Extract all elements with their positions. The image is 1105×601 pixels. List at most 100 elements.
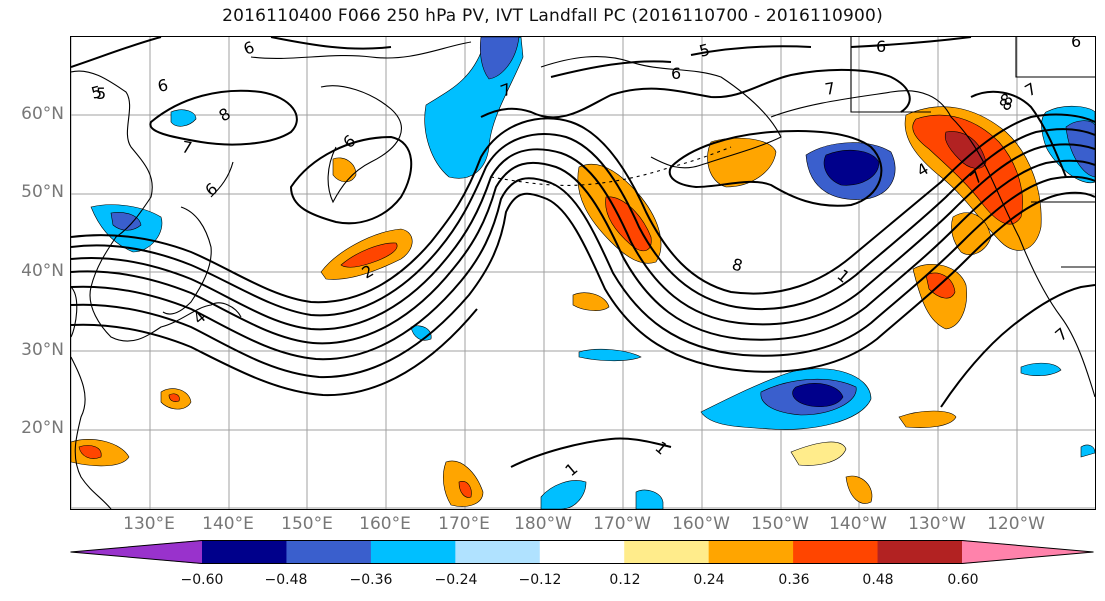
colorbar-segment [455,540,541,564]
shade-pos-bc-inner [912,114,1023,225]
shade-pos-140w-15 [845,475,873,504]
lon-label-130e: 130°E [123,514,175,534]
colorbar-segment [370,540,456,564]
colorbar-tick-label: 0.24 [693,572,725,588]
colorbar-tick-label: −0.48 [264,572,308,588]
colorbar-tick-label: −0.36 [349,572,393,588]
map-panel: 5 6 6 5 7 8 6 7 6 7 8 5 6 6 4 8 7 7 8 6 … [70,36,1096,510]
ivt-shading [71,37,1095,509]
contour-label: 6 [156,75,170,96]
contour-label: 7 [180,137,193,157]
lon-label-130w: 130°W [908,514,966,534]
contour-13 [940,284,1095,408]
lat-label-40: 40°N [21,261,64,281]
contour-label: 1 [651,438,671,459]
shade-neg-bering-core [479,37,520,80]
colorbar-tick-label: −0.60 [180,572,224,588]
lat-label-20: 20°N [21,418,64,438]
coast-asia [71,70,242,509]
lon-label-180w: 180°W [514,514,572,534]
shade-neg-small-3 [578,348,642,362]
coast-siberia-alaska [250,41,782,169]
contour-8 [480,68,911,119]
lon-label-150e: 150°E [281,514,333,534]
shade-neg-ne-core [823,149,880,186]
colorbar-tick-label: 0.12 [609,572,641,588]
lon-label-140e: 140°E [202,514,254,534]
coast-alaska [770,90,1095,398]
contour-4 [71,159,1095,345]
lon-label-120w: 120°W [987,514,1045,534]
lat-label-50: 50°N [21,182,64,202]
lat-label-60: 60°N [21,104,64,124]
shade-pos-155w [707,137,777,188]
shade-pos-small-1c [168,393,180,402]
shade-pos-135w-40c [925,272,956,299]
contour-14 [510,437,672,468]
contour-7 [71,308,478,397]
coast-kamchatka [320,85,402,204]
lon-label-170w: 170°W [593,514,651,534]
lon-label-160w: 160°W [672,514,730,534]
contour-5 [71,175,1095,361]
colorbar-segment [624,540,710,564]
colorbar-tick-label: 0.36 [778,572,810,588]
contour-label: 6 [1071,37,1081,51]
shade-neg-small-5 [170,109,197,127]
contour-label: 1 [561,459,581,480]
coast-aleutians [490,146,732,186]
shade-neg-south [540,480,587,509]
colorbar-segment [286,540,372,564]
shade-pos-japan-inner [340,242,398,268]
contour-label: 7 [823,78,836,98]
colorbar-canvas [70,540,1094,564]
shade-neg-edge-30n [1020,362,1062,376]
coastlines [71,37,1095,509]
contour-label: 7 [1051,324,1071,345]
colorbar-tick-label: −0.12 [518,572,562,588]
colorbar-segment [708,540,794,564]
colorbar-extend-low [70,540,202,564]
contour-label: 5 [697,40,712,61]
contour-9 [289,135,413,225]
colorbar-segment [793,540,879,564]
lon-label-150w: 150°W [751,514,809,534]
map-canvas: 5 6 6 5 7 8 6 7 6 7 8 5 6 6 4 8 7 7 8 6 … [71,37,1095,509]
contour-2 [71,128,1095,317]
lon-label-140w: 140°W [829,514,887,534]
colorbar-segment [202,540,287,564]
pv-contours [71,37,1095,468]
colorbar-tick-label: 0.60 [947,572,979,588]
colorbar [70,540,1094,564]
shade-neg-japan-sea-c [110,212,142,231]
shade-pos-130w-20 [898,410,957,428]
lon-label-160e: 160°E [359,514,411,534]
contour-11 [149,89,298,146]
lon-label-170e: 170°E [438,514,490,534]
colorbar-segment [877,540,963,564]
colorbar-tick-label: −0.24 [434,572,478,588]
contour-12 [71,37,972,78]
shade-neg-subtropical-core [792,383,844,407]
colorbar-extend-high [962,540,1094,564]
contour-label: 8 [730,255,745,276]
coast-canada-border [850,37,1095,268]
contour-3 [71,143,1095,331]
contour-label: 6 [671,64,681,83]
lat-label-30: 30°N [21,340,64,360]
shade-pos-south-c [458,481,472,498]
shade-pos-kam [332,157,357,183]
contour-1 [71,113,1095,304]
contour-label: 6 [241,37,257,58]
contour-label: 6 [876,37,886,56]
contour-label: 5 [89,82,104,103]
contour-label: 5 [96,84,106,103]
colorbar-outline [70,540,1094,564]
contour-label: 7 [1022,79,1040,101]
contour-10 [668,129,883,207]
shade-pos-140w-20 [790,441,847,466]
shade-neg-edge-20n [1080,444,1095,458]
map-title: 2016110400 F066 250 hPa PV, IVT Landfall… [222,6,883,26]
shade-neg-south-2 [635,489,664,509]
contour-15 [970,90,1067,178]
